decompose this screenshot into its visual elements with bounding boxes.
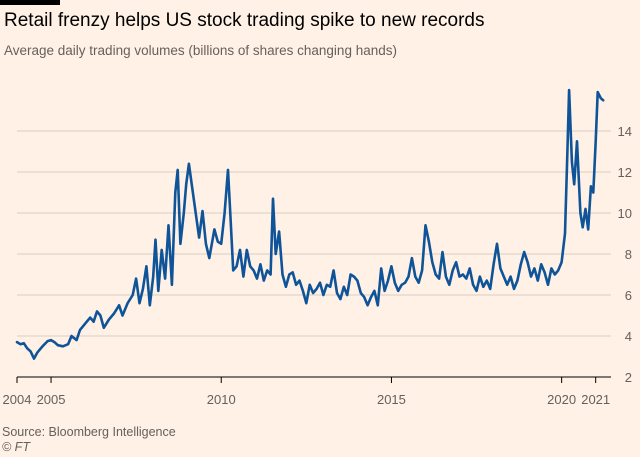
y-tick-label: 12 [618, 165, 632, 180]
source-note: Source: Bloomberg Intelligence [2, 425, 176, 439]
brand-bar [0, 0, 60, 5]
x-tick-label: 2015 [377, 392, 406, 407]
x-tick-label: 2021 [581, 392, 610, 407]
x-tick-label: 2020 [547, 392, 576, 407]
chart-subtitle: Average daily trading volumes (billions … [4, 43, 397, 58]
y-tick-label: 4 [625, 329, 632, 344]
series-line-trading-volume [15, 88, 605, 360]
line-chart: 2004 2005 2010 2015 2020 2021 2 4 6 8 10 12 14 [3, 88, 632, 407]
x-tick-label: 2010 [207, 392, 236, 407]
y-tick-label: 10 [618, 206, 632, 221]
x-tick-label: 2005 [37, 392, 66, 407]
y-tick-label: 6 [625, 288, 632, 303]
credit-note: © FT [2, 440, 30, 454]
x-tick-label: 2004 [3, 392, 32, 407]
gridlines [17, 130, 611, 378]
series-layer [15, 88, 605, 360]
y-axis: 2 4 6 8 10 12 14 [618, 124, 632, 385]
y-tick-label: 14 [618, 124, 632, 139]
chart-title: Retail frenzy helps US stock trading spi… [4, 10, 485, 31]
x-axis: 2004 2005 2010 2015 2020 2021 [3, 377, 610, 407]
y-tick-label: 2 [625, 370, 632, 385]
y-tick-label: 8 [625, 247, 632, 262]
